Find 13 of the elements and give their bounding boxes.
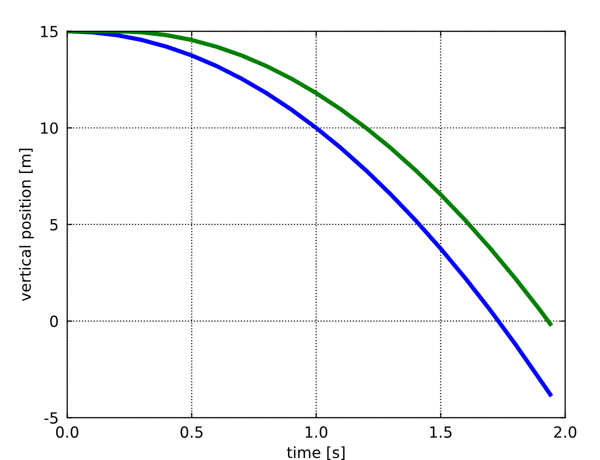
y-tick-label: 10	[41, 122, 58, 134]
x-tick-label: 1.0	[306, 426, 328, 438]
y-tick-label: -5	[44, 412, 58, 424]
x-tick-label: 1.5	[430, 426, 452, 438]
y-tick-label: 5	[50, 219, 58, 230]
y-tick-label: 15	[41, 26, 58, 38]
x-tick-label: 2.0	[554, 426, 576, 438]
line-series	[67, 31, 552, 326]
y-tick-label: 0	[50, 316, 58, 328]
x-tick-label: 0.5	[180, 426, 203, 438]
x-axis-title: time [s]	[286, 446, 345, 460]
y-axis-title: vertical position [m]	[19, 148, 34, 302]
x-tick-label: 0.0	[56, 426, 78, 438]
